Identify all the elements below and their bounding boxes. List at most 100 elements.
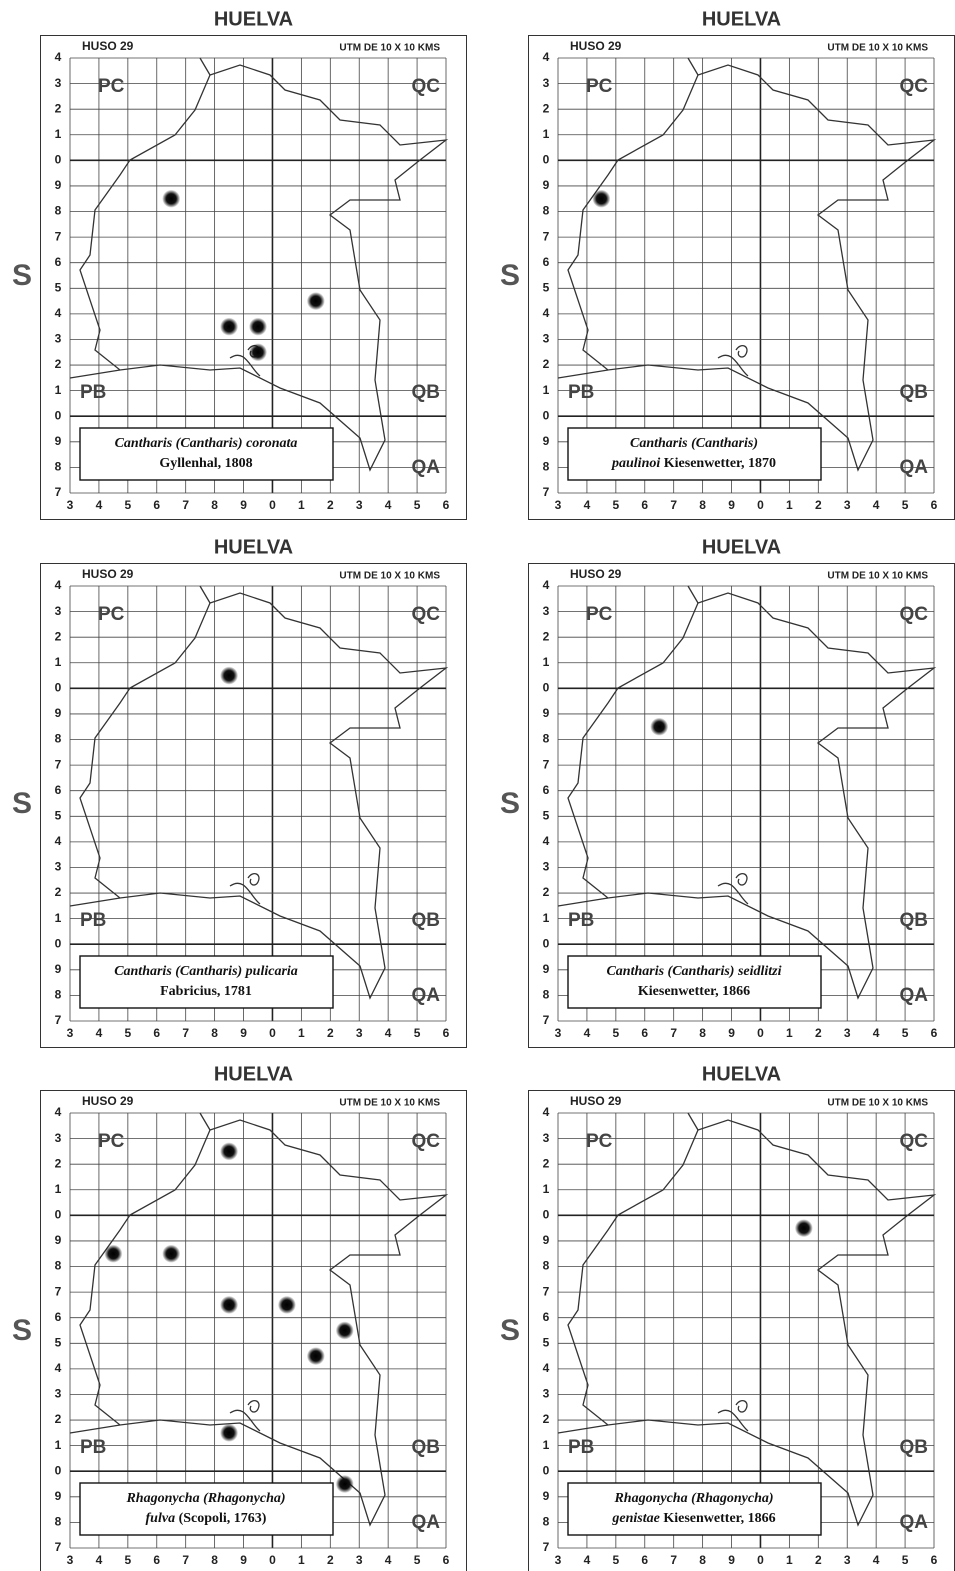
y-grid-label: 8 [55, 1515, 62, 1529]
y-grid-label: 9 [55, 178, 62, 192]
y-grid-label: 2 [55, 1156, 62, 1170]
zone-label: S [500, 787, 520, 820]
quadrant-label: QB [412, 910, 441, 931]
x-grid-label: 4 [584, 1553, 591, 1567]
y-grid-label: 0 [55, 1208, 62, 1222]
y-grid-label: 9 [55, 1489, 62, 1503]
y-grid-label: 7 [55, 229, 62, 243]
x-grid-label: 3 [844, 1026, 851, 1040]
utm-label: UTM DE 10 X 10 KMS [827, 43, 928, 54]
quadrant-label: QB [900, 1437, 929, 1458]
x-grid-label: 2 [327, 498, 334, 512]
x-grid-label: 5 [125, 1553, 132, 1567]
x-grid-label: 3 [555, 498, 562, 512]
y-grid-label: 8 [543, 988, 550, 1002]
species-label: paulinoi Kiesenwetter, 1870 [611, 456, 776, 471]
species-text: fulva [146, 1511, 176, 1526]
x-grid-label: 0 [757, 1026, 764, 1040]
zone-label: S [500, 1314, 520, 1347]
y-grid-label: 1 [543, 127, 550, 141]
y-grid-label: 9 [55, 434, 62, 448]
quadrant-label: PC [586, 76, 613, 97]
species-label: Cantharis (Cantharis) pulicaria [114, 964, 298, 979]
y-grid-label: 2 [543, 357, 550, 371]
zone-label: S [12, 787, 32, 820]
species-text: Cantharis (Cantharis) [630, 436, 758, 451]
y-grid-label: 3 [543, 1131, 550, 1145]
y-grid-label: 2 [55, 1412, 62, 1426]
quadrant-label: QC [412, 1131, 441, 1152]
record-dot [306, 1347, 325, 1366]
x-grid-label: 3 [356, 1553, 363, 1567]
y-grid-label: 4 [55, 834, 62, 848]
record-dot [249, 343, 267, 362]
y-grid-label: 3 [55, 860, 62, 874]
y-grid-label: 7 [543, 229, 550, 243]
species-text: Fabricius, 1781 [160, 984, 252, 999]
y-grid-label: 0 [543, 936, 550, 950]
x-grid-label: 8 [211, 498, 218, 512]
x-grid-label: 4 [385, 1026, 392, 1040]
y-grid-label: 2 [55, 629, 62, 643]
y-grid-label: 8 [55, 1259, 62, 1273]
y-grid-label: 0 [543, 681, 550, 695]
y-grid-label: 9 [543, 706, 550, 720]
x-grid-label: 7 [670, 1026, 677, 1040]
x-grid-label: 3 [67, 1026, 74, 1040]
y-grid-label: 5 [543, 1335, 550, 1349]
y-grid-label: 7 [543, 1284, 550, 1298]
y-grid-label: 6 [543, 255, 550, 269]
x-grid-label: 0 [757, 498, 764, 512]
quadrant-label: PB [80, 382, 106, 403]
y-grid-label: 9 [543, 178, 550, 192]
x-grid-label: 4 [873, 1553, 880, 1567]
species-label: Kiesenwetter, 1866 [638, 984, 750, 999]
y-grid-label: 5 [55, 280, 62, 294]
x-grid-label: 3 [844, 1553, 851, 1567]
x-grid-label: 7 [182, 1553, 189, 1567]
x-grid-label: 5 [125, 498, 132, 512]
y-grid-label: 4 [55, 578, 62, 592]
x-grid-label: 1 [298, 498, 305, 512]
x-grid-label: 9 [728, 1553, 735, 1567]
y-grid-label: 3 [543, 860, 550, 874]
x-grid-label: 4 [96, 1026, 103, 1040]
y-grid-label: 8 [55, 732, 62, 746]
species-label: fulva (Scopoli, 1763) [146, 1511, 267, 1526]
quadrant-label: QA [900, 457, 929, 478]
record-dot [162, 189, 181, 208]
y-grid-label: 5 [543, 280, 550, 294]
y-grid-label: 5 [55, 1335, 62, 1349]
x-grid-label: 4 [385, 498, 392, 512]
x-grid-label: 1 [786, 498, 793, 512]
quadrant-label: QC [900, 1131, 929, 1152]
x-grid-label: 7 [182, 498, 189, 512]
y-grid-label: 2 [55, 357, 62, 371]
x-grid-label: 4 [584, 1026, 591, 1040]
x-grid-label: 6 [931, 1026, 938, 1040]
x-grid-label: 5 [613, 1553, 620, 1567]
quadrant-label: PB [568, 1437, 594, 1458]
x-grid-label: 3 [67, 498, 74, 512]
x-grid-label: 5 [613, 1026, 620, 1040]
record-dot [104, 1244, 123, 1263]
quadrant-label: QC [900, 604, 929, 625]
y-grid-label: 3 [543, 332, 550, 346]
record-dot [220, 1423, 239, 1442]
species-label: Cantharis (Cantharis) seidlitzi [606, 964, 781, 979]
x-grid-label: 5 [125, 1026, 132, 1040]
x-grid-label: 1 [786, 1553, 793, 1567]
y-grid-label: 0 [55, 1463, 62, 1477]
x-grid-label: 6 [641, 498, 648, 512]
y-grid-label: 7 [55, 757, 62, 771]
y-grid-label: 6 [55, 783, 62, 797]
y-grid-label: 0 [543, 153, 550, 167]
species-text: Cantharis (Cantharis) coronata [115, 436, 298, 451]
y-grid-label: 4 [543, 306, 550, 320]
x-grid-label: 8 [211, 1026, 218, 1040]
species-text: Rhagonycha (Rhagonycha) [125, 1491, 285, 1506]
y-grid-label: 9 [543, 1233, 550, 1247]
